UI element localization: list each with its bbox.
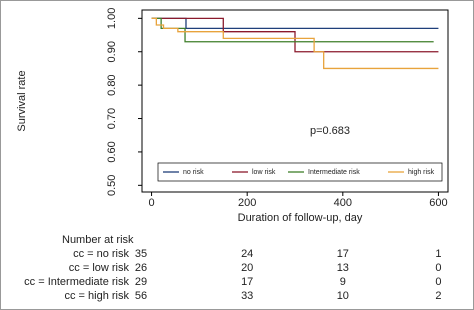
risk-row-label: cc = high risk	[65, 290, 130, 302]
risk-count: 24	[241, 248, 253, 260]
annotation: p=0.683	[310, 125, 350, 137]
risk-table-title: Number at risk	[62, 234, 134, 246]
plot-frame	[141, 9, 449, 193]
legend-label: Intermediate risk	[308, 169, 360, 176]
survival-curve	[151, 17, 439, 30]
risk-count: 1	[435, 248, 441, 260]
risk-count: 2	[435, 290, 441, 302]
x-tick-label: 400	[334, 197, 352, 209]
x-tick-label: 600	[429, 197, 447, 209]
risk-count: 33	[241, 290, 253, 302]
x-tick-label: 0	[149, 197, 155, 209]
risk-count: 9	[340, 276, 346, 288]
y-tick-label: 0.80	[106, 74, 118, 95]
risk-count: 17	[241, 276, 253, 288]
x-tick-label: 200	[238, 197, 256, 209]
survival-curve	[151, 17, 439, 53]
risk-count: 13	[337, 262, 349, 274]
risk-count: 56	[135, 290, 147, 302]
y-axis-label: Survival rate	[16, 70, 28, 131]
risk-count: 17	[337, 248, 349, 260]
y-tick-label: 0.90	[106, 41, 118, 62]
risk-row-label: cc = Intermediate risk	[24, 276, 129, 288]
y-tick-label: 1.00	[106, 8, 118, 29]
survival-curve	[151, 17, 439, 70]
legend-label: no risk	[183, 169, 204, 176]
x-axis-label: Duration of follow-up, day	[238, 212, 363, 224]
risk-count: 29	[135, 276, 147, 288]
risk-row-label: cc = low risk	[69, 262, 130, 274]
risk-count: 26	[135, 262, 147, 274]
risk-count: 0	[435, 262, 441, 274]
legend-label: high risk	[408, 169, 435, 176]
y-tick-label: 0.50	[106, 175, 118, 196]
risk-count: 20	[241, 262, 253, 274]
risk-count: 35	[135, 248, 147, 260]
risk-count: 10	[337, 290, 349, 302]
risk-row-label: cc = no risk	[73, 248, 129, 260]
y-tick-label: 0.70	[106, 108, 118, 129]
risk-count: 0	[435, 276, 441, 288]
y-tick-label: 0.60	[106, 141, 118, 162]
legend-label: low risk	[252, 169, 276, 176]
